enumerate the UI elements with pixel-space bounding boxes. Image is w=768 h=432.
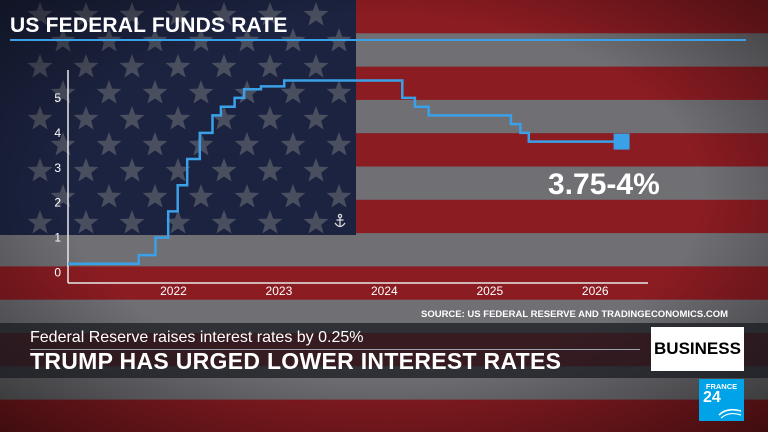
y-tick-label: 5	[54, 91, 61, 105]
y-tick-label: 3	[54, 161, 61, 175]
subheadline-divider	[30, 349, 640, 350]
lower-third-band	[0, 323, 768, 378]
logo-number: 24	[703, 389, 721, 406]
rate-step-line	[68, 79, 622, 266]
section-label: BUSINESS	[651, 327, 744, 371]
headline: TRUMP HAS URGED LOWER INTEREST RATES	[30, 348, 562, 374]
x-tick-label: 2025	[476, 284, 503, 298]
logo-wave-icon	[718, 408, 742, 419]
subheadline: Federal Reserve raises interest rates by…	[30, 329, 364, 346]
logo-top-text: FRANCE	[705, 382, 738, 391]
y-tick-label: 2	[54, 196, 61, 210]
x-tick-label: 2024	[371, 284, 398, 298]
france24-logo: FRANCE 24	[699, 379, 744, 421]
x-tick-label: 2022	[160, 284, 187, 298]
current-rate-label: 3.75-4%	[548, 168, 660, 201]
y-tick-label: 0	[54, 266, 61, 280]
x-tick-label: 2023	[266, 284, 293, 298]
anchor-icon	[334, 213, 346, 228]
title-divider	[10, 39, 746, 41]
y-tick-label: 4	[54, 126, 61, 140]
y-tick-label: 1	[54, 231, 61, 245]
latest-rate-marker	[613, 133, 630, 150]
source-credit: SOURCE: US FEDERAL RESERVE AND TRADINGEC…	[420, 309, 728, 320]
x-tick-label: 2026	[582, 284, 609, 298]
chart-title: US FEDERAL FUNDS RATE	[10, 14, 288, 37]
